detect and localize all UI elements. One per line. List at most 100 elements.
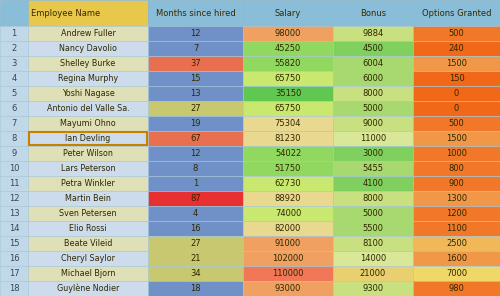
Bar bbox=[148, 161, 243, 176]
Text: 8: 8 bbox=[12, 134, 16, 143]
Bar bbox=[333, 176, 413, 191]
Text: Andrew Fuller: Andrew Fuller bbox=[60, 29, 116, 38]
Text: 7: 7 bbox=[193, 44, 198, 53]
Text: Regina Murphy: Regina Murphy bbox=[58, 74, 118, 83]
Bar bbox=[413, 41, 500, 56]
Text: 65750: 65750 bbox=[275, 74, 301, 83]
Bar bbox=[148, 176, 243, 191]
Bar bbox=[243, 56, 333, 71]
Text: 15: 15 bbox=[9, 239, 19, 248]
Text: 55820: 55820 bbox=[275, 59, 301, 68]
Text: 88920: 88920 bbox=[275, 194, 301, 203]
Text: Lars Peterson: Lars Peterson bbox=[61, 164, 115, 173]
Bar bbox=[333, 101, 413, 116]
Bar bbox=[243, 191, 333, 206]
Bar bbox=[148, 266, 243, 281]
Text: Salary: Salary bbox=[275, 9, 301, 17]
Bar bbox=[243, 161, 333, 176]
Text: 1200: 1200 bbox=[446, 209, 467, 218]
Bar bbox=[28, 266, 148, 281]
Text: 500: 500 bbox=[448, 119, 464, 128]
Text: 34: 34 bbox=[190, 269, 201, 278]
Text: Mayumi Ohno: Mayumi Ohno bbox=[60, 119, 116, 128]
Text: 1: 1 bbox=[12, 29, 16, 38]
Bar bbox=[413, 116, 500, 131]
Text: 9300: 9300 bbox=[362, 284, 384, 293]
Bar bbox=[243, 251, 333, 266]
Text: 4500: 4500 bbox=[362, 44, 384, 53]
Bar bbox=[28, 191, 148, 206]
Text: 5455: 5455 bbox=[362, 164, 384, 173]
Text: 800: 800 bbox=[448, 164, 464, 173]
Text: Guylène Nodier: Guylène Nodier bbox=[57, 284, 119, 293]
Text: 12: 12 bbox=[190, 149, 201, 158]
Bar bbox=[0, 71, 28, 86]
Bar bbox=[0, 221, 28, 236]
Bar bbox=[148, 191, 243, 206]
Bar bbox=[333, 221, 413, 236]
Text: Sven Petersen: Sven Petersen bbox=[60, 209, 117, 218]
Text: 4100: 4100 bbox=[362, 179, 384, 188]
Text: Michael Bjorn: Michael Bjorn bbox=[61, 269, 115, 278]
Text: 5000: 5000 bbox=[362, 209, 384, 218]
Text: Antonio del Valle Sa.: Antonio del Valle Sa. bbox=[46, 104, 130, 113]
Bar bbox=[333, 0, 413, 26]
Text: Nancy Davolio: Nancy Davolio bbox=[59, 44, 117, 53]
Bar bbox=[148, 221, 243, 236]
Bar bbox=[28, 86, 148, 101]
Bar bbox=[333, 146, 413, 161]
Text: 9: 9 bbox=[12, 149, 16, 158]
Bar bbox=[28, 26, 148, 41]
Text: 35150: 35150 bbox=[275, 89, 301, 98]
Text: 51750: 51750 bbox=[275, 164, 301, 173]
Bar bbox=[0, 236, 28, 251]
Bar bbox=[413, 251, 500, 266]
Text: 1500: 1500 bbox=[446, 59, 467, 68]
Bar bbox=[333, 281, 413, 296]
Bar bbox=[0, 26, 28, 41]
Text: 110000: 110000 bbox=[272, 269, 304, 278]
Text: 15: 15 bbox=[190, 74, 201, 83]
Text: 18: 18 bbox=[190, 284, 201, 293]
Text: Martin Bein: Martin Bein bbox=[65, 194, 111, 203]
Bar bbox=[28, 236, 148, 251]
Bar bbox=[333, 86, 413, 101]
Text: 2: 2 bbox=[12, 44, 16, 53]
Text: 45250: 45250 bbox=[275, 44, 301, 53]
Text: Beate Vileid: Beate Vileid bbox=[64, 239, 112, 248]
Bar bbox=[243, 236, 333, 251]
Text: 14000: 14000 bbox=[360, 254, 386, 263]
Text: Peter Wilson: Peter Wilson bbox=[63, 149, 113, 158]
Text: 6: 6 bbox=[12, 104, 16, 113]
Text: 980: 980 bbox=[448, 284, 464, 293]
Text: 27: 27 bbox=[190, 239, 201, 248]
Text: 2500: 2500 bbox=[446, 239, 467, 248]
Bar bbox=[413, 0, 500, 26]
Bar bbox=[28, 71, 148, 86]
Text: 8000: 8000 bbox=[362, 194, 384, 203]
Bar bbox=[0, 116, 28, 131]
Bar bbox=[148, 146, 243, 161]
Bar bbox=[0, 86, 28, 101]
Bar bbox=[148, 71, 243, 86]
Bar bbox=[28, 161, 148, 176]
Bar bbox=[0, 41, 28, 56]
Bar bbox=[148, 0, 243, 26]
Bar bbox=[148, 26, 243, 41]
Text: Months since hired: Months since hired bbox=[156, 9, 236, 17]
Bar bbox=[243, 71, 333, 86]
Bar bbox=[0, 0, 28, 26]
Text: 1000: 1000 bbox=[446, 149, 467, 158]
Text: 12: 12 bbox=[9, 194, 19, 203]
Text: Ian Devling: Ian Devling bbox=[66, 134, 110, 143]
Text: 7000: 7000 bbox=[446, 269, 467, 278]
Text: 13: 13 bbox=[8, 209, 20, 218]
Bar bbox=[0, 281, 28, 296]
Bar bbox=[333, 206, 413, 221]
Text: 9000: 9000 bbox=[362, 119, 384, 128]
Text: 1600: 1600 bbox=[446, 254, 467, 263]
Bar bbox=[148, 131, 243, 146]
Bar bbox=[148, 116, 243, 131]
Text: 98000: 98000 bbox=[275, 29, 301, 38]
Text: 16: 16 bbox=[8, 254, 20, 263]
